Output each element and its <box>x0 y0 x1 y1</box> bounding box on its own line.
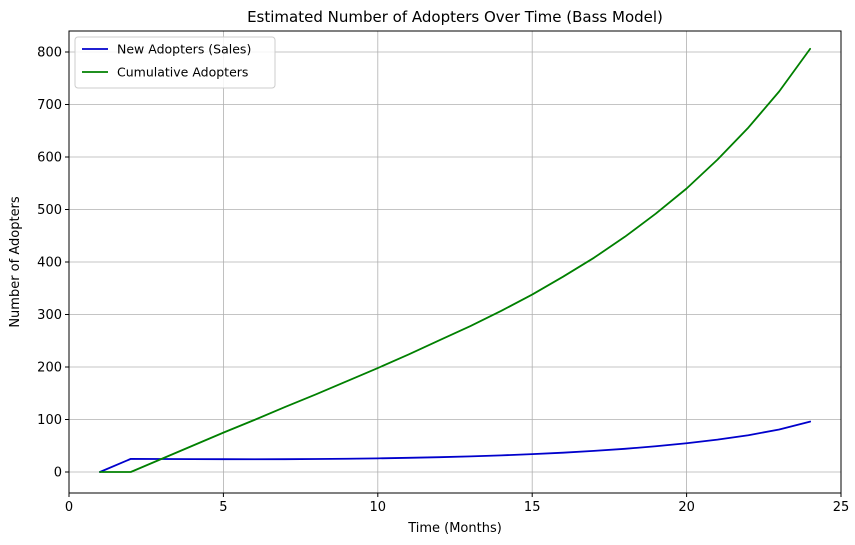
y-tick-label: 300 <box>37 308 62 323</box>
x-tick-label: 0 <box>65 500 73 515</box>
gridlines <box>68 31 842 493</box>
chart-title: Estimated Number of Adopters Over Time (… <box>247 8 663 26</box>
legend-label-cumulative-adopters: Cumulative Adopters <box>117 65 248 80</box>
y-tick-label: 100 <box>37 413 62 428</box>
x-axis-title: Time (Months) <box>407 521 502 536</box>
series-lines <box>98 47 812 473</box>
y-axis-title: Number of Adopters <box>8 196 23 328</box>
x-tick-label: 5 <box>219 500 227 515</box>
series-line-new-adopters <box>98 420 812 473</box>
x-tick-label: 25 <box>833 500 850 515</box>
y-tick-label: 500 <box>37 203 62 218</box>
series-line-cumulative-adopters <box>98 47 812 473</box>
y-tick-label: 700 <box>37 98 62 113</box>
legend-box <box>74 36 276 89</box>
x-axis-ticks: 0 5 10 15 20 25 <box>65 493 849 515</box>
y-axis-ticks: 0 100 200 300 400 500 600 700 800 <box>37 46 69 481</box>
y-tick-label: 400 <box>37 256 62 271</box>
x-tick-label: 20 <box>678 500 695 515</box>
x-tick-label: 15 <box>524 500 541 515</box>
legend: New Adopters (Sales) Cumulative Adopters <box>74 36 276 89</box>
legend-label-new-adopters: New Adopters (Sales) <box>117 42 251 57</box>
y-tick-label: 800 <box>37 46 62 61</box>
x-tick-label: 10 <box>370 500 387 515</box>
y-tick-label: 600 <box>37 151 62 166</box>
y-tick-label: 200 <box>37 361 62 376</box>
y-tick-label: 0 <box>54 466 62 481</box>
